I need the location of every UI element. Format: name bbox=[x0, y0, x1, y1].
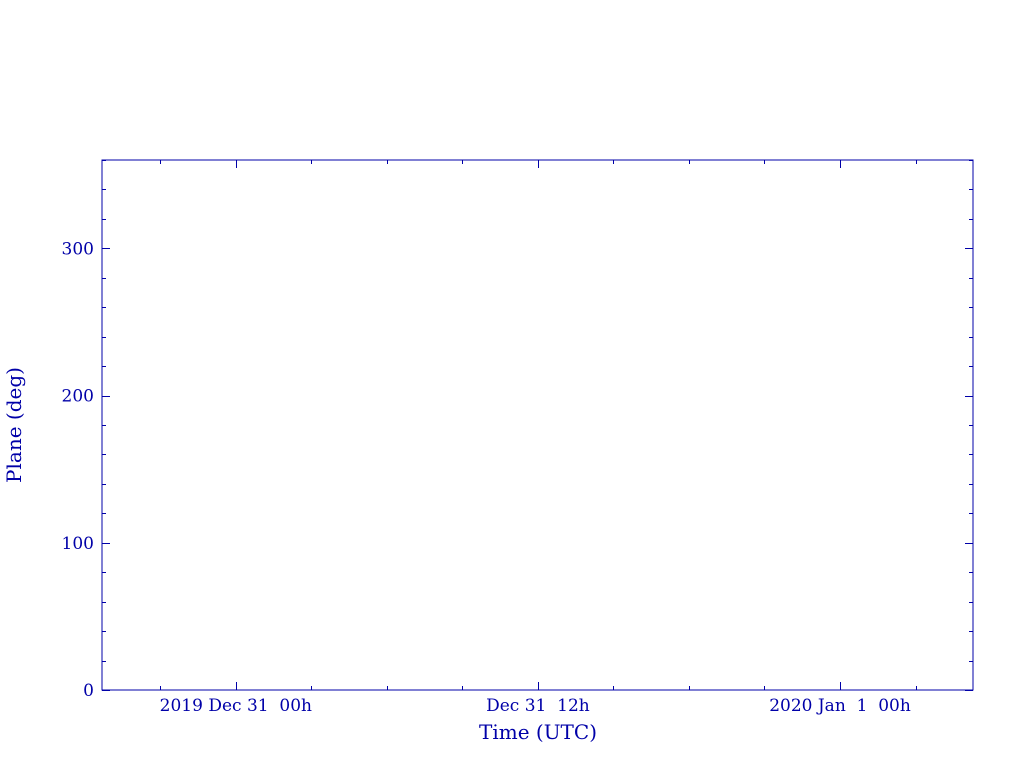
y-tick-label: 300 bbox=[62, 239, 94, 259]
plot-frame bbox=[101, 159, 974, 691]
x-tick-label: Dec 31 12h bbox=[486, 696, 590, 716]
y-tick-label: 0 bbox=[83, 681, 94, 701]
y-tick-label: 100 bbox=[62, 534, 94, 554]
y-axis-label: Plane (deg) bbox=[2, 367, 26, 483]
ticks bbox=[102, 160, 973, 691]
x-tick-label: 2020 Jan 1 00h bbox=[769, 696, 911, 716]
x-axis-label: Time (UTC) bbox=[479, 720, 597, 744]
y-tick-label: 200 bbox=[62, 387, 94, 407]
tick-labels: 2019 Dec 31 00h Dec 31 12h 2020 Jan 1 00h 0… bbox=[62, 239, 911, 716]
x-tick-label: 2019 Dec 31 00h bbox=[160, 696, 312, 716]
